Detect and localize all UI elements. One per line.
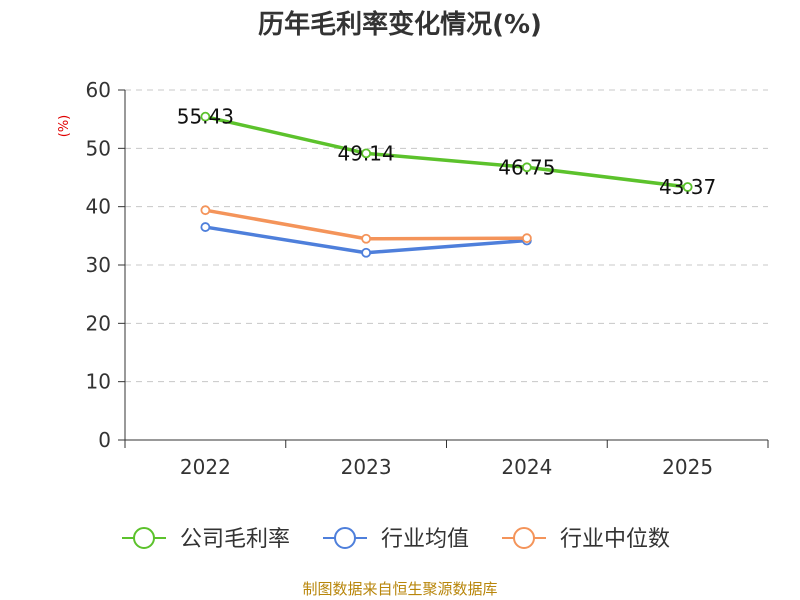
x-tick-label: 2023 [341, 455, 392, 479]
axes [118, 89, 769, 448]
data-point [521, 233, 532, 244]
data-label: 46.75 [498, 155, 555, 179]
legend-item: 公司毛利率 [122, 527, 290, 552]
data-label: 49.14 [337, 141, 394, 165]
data-point [521, 162, 532, 173]
y-tick-label: 0 [98, 428, 111, 452]
legend-marker [513, 527, 535, 549]
y-tick-labels: 0 10 20 30 40 50 60 [86, 78, 111, 452]
legend-item: 行业均值 [323, 527, 469, 552]
data-point [361, 233, 372, 244]
source-note: 制图数据来自恒生聚源数据库 [302, 580, 497, 598]
data-point [200, 222, 211, 232]
y-tick-label: 20 [86, 311, 111, 335]
y-tick-label: 60 [86, 78, 111, 102]
data-point [682, 182, 693, 192]
x-tick-labels: 2022 2023 2024 2025 [180, 455, 713, 479]
data-point [200, 205, 211, 216]
grid-lines [125, 89, 768, 383]
data-point [361, 247, 372, 258]
legend-item: 行业中位数 [502, 527, 670, 552]
x-tick-label: 2022 [180, 455, 231, 479]
x-tick-label: 2025 [662, 455, 713, 479]
y-tick-label: 10 [86, 370, 111, 394]
legend-label: 行业中位数 [560, 527, 670, 552]
y-axis-label: (%) [57, 115, 72, 138]
x-tick-label: 2024 [501, 455, 552, 479]
data-label: 43.37 [659, 175, 716, 199]
series-lines [200, 111, 693, 258]
y-tick-label: 30 [86, 253, 111, 277]
data-point [200, 111, 211, 122]
chart-title: 历年毛利率变化情况(%) [258, 9, 542, 40]
y-tick-label: 50 [86, 136, 111, 160]
legend-label: 行业均值 [381, 527, 469, 552]
legend: 公司毛利率 行业均值 行业中位数 [122, 527, 670, 552]
series-line [204, 114, 688, 189]
data-label: 55.43 [177, 105, 234, 129]
legend-marker [133, 527, 155, 549]
data-point [361, 148, 372, 159]
y-tick-label: 40 [86, 195, 111, 219]
data-labels: 55.43 49.14 46.75 43.37 [177, 105, 717, 199]
legend-label: 公司毛利率 [180, 527, 290, 552]
legend-marker [334, 527, 356, 549]
